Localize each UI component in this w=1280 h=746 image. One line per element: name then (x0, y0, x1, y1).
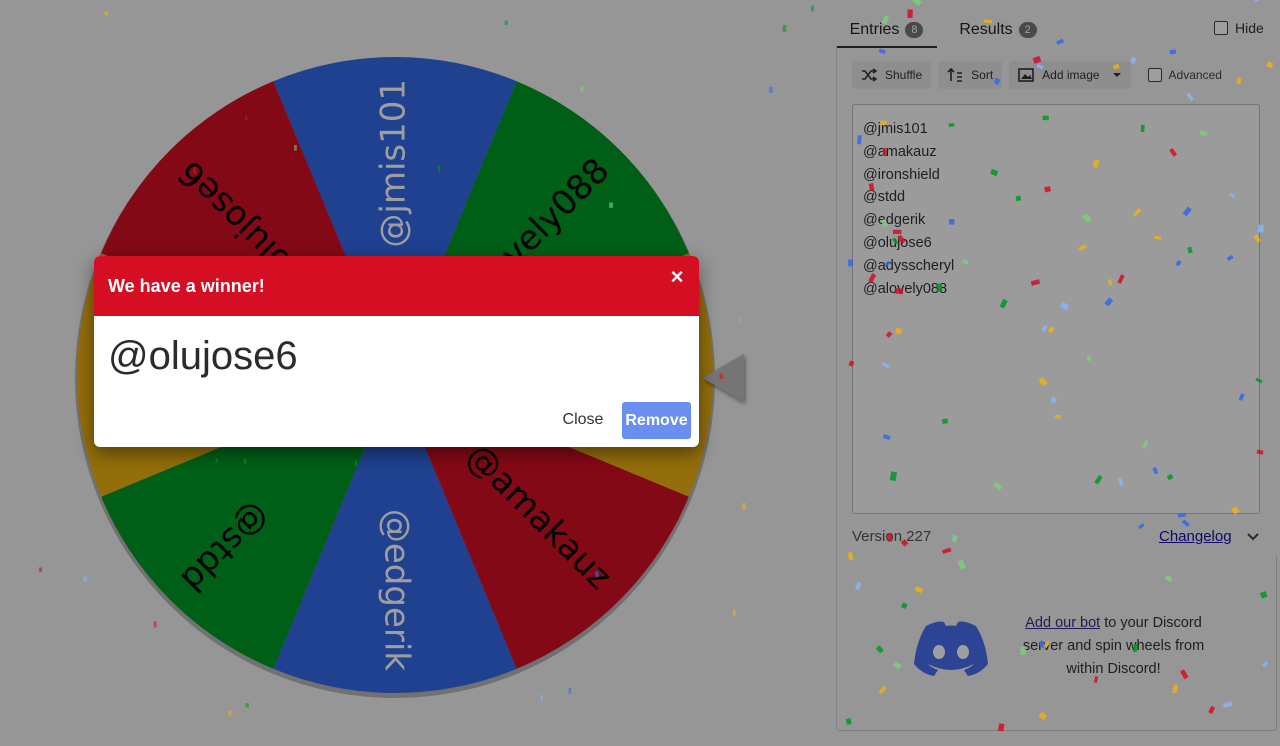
dialog-title: We have a winner! (108, 276, 265, 296)
winner-name: @olujose6 (108, 334, 298, 378)
shuffle-label: Shuffle (885, 68, 923, 82)
discord-icon[interactable] (912, 618, 990, 680)
wheel-segment-label: @edgerik (377, 509, 417, 671)
entries-textarea[interactable]: @jmis101 @amakauz @ironshield @stdd @edgerik… (852, 104, 1260, 514)
wheel-segment (395, 375, 689, 669)
discord-promo-rest: to your Discord server and spin wheels f… (1022, 615, 1205, 677)
advanced-checkbox-box[interactable] (1147, 68, 1162, 82)
close-button[interactable]: Close (562, 411, 604, 428)
changelog-link[interactable]: Changelog (1159, 528, 1232, 545)
sort-icon (947, 67, 963, 82)
entries-toolbar: Shuffle Sort Add image (852, 61, 1222, 89)
advanced-label: Advanced (1168, 68, 1222, 82)
remove-button[interactable]: Remove (622, 402, 691, 439)
image-icon (1018, 68, 1034, 82)
wheel-segment (273, 375, 517, 693)
tab-entries-label: Entries (849, 21, 900, 38)
panel-frame (836, 556, 1277, 731)
entry-line: @stdd (863, 189, 906, 206)
add-bot-link[interactable]: Add our bot (1025, 615, 1101, 631)
side-panel: Entries 8 Results 2 Hide Shuffle (836, 0, 1280, 746)
discord-promo-text: Add our bot to your Discord server and s… (1006, 612, 1221, 681)
add-image-button[interactable]: Add image (1009, 61, 1131, 89)
chevron-down-icon[interactable] (1246, 530, 1260, 544)
dialog-header: We have a winner! × (94, 256, 699, 316)
entry-line: @edgerik (863, 212, 926, 229)
entry-line: @amakauz (863, 143, 937, 160)
wheel-segment-label: @jmis101 (374, 79, 414, 248)
panel-divider (836, 46, 837, 730)
caret-down-icon (1112, 73, 1121, 77)
hide-checkbox[interactable]: Hide (1214, 20, 1264, 36)
winner-dialog: We have a winner! × @olujose6 Close Remo… (94, 256, 699, 447)
close-icon[interactable]: × (670, 264, 684, 289)
hide-label: Hide (1235, 20, 1264, 36)
entry-line: @alovely088 (863, 280, 948, 297)
add-image-label: Add image (1042, 68, 1100, 82)
wheel-segment (101, 375, 396, 669)
entries-count-badge: 8 (905, 22, 924, 38)
tab-results-label: Results (959, 21, 1013, 38)
hide-checkbox-box[interactable] (1214, 21, 1228, 35)
sort-button[interactable]: Sort (938, 61, 1003, 89)
sort-label: Sort (971, 68, 994, 82)
shuffle-button[interactable]: Shuffle (852, 61, 932, 89)
wheel-segment (273, 57, 517, 376)
tab-results[interactable]: Results 2 (952, 14, 1044, 46)
tab-bar: Entries 8 Results 2 (836, 14, 1216, 48)
advanced-checkbox[interactable]: Advanced (1147, 68, 1222, 82)
results-count-badge: 2 (1018, 22, 1037, 38)
entry-line: @jmis101 (863, 121, 928, 137)
entry-line: @ironshield (863, 166, 940, 183)
shuffle-icon (862, 68, 877, 82)
tab-entries[interactable]: Entries 8 (836, 14, 937, 48)
